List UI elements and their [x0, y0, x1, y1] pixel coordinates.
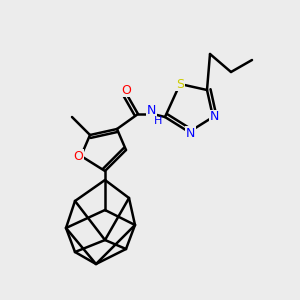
Text: H: H — [154, 116, 163, 127]
Text: N: N — [210, 110, 219, 124]
Text: N: N — [186, 127, 195, 140]
Text: S: S — [176, 77, 184, 91]
Text: O: O — [73, 149, 83, 163]
Text: N: N — [147, 104, 156, 118]
Text: O: O — [121, 83, 131, 97]
